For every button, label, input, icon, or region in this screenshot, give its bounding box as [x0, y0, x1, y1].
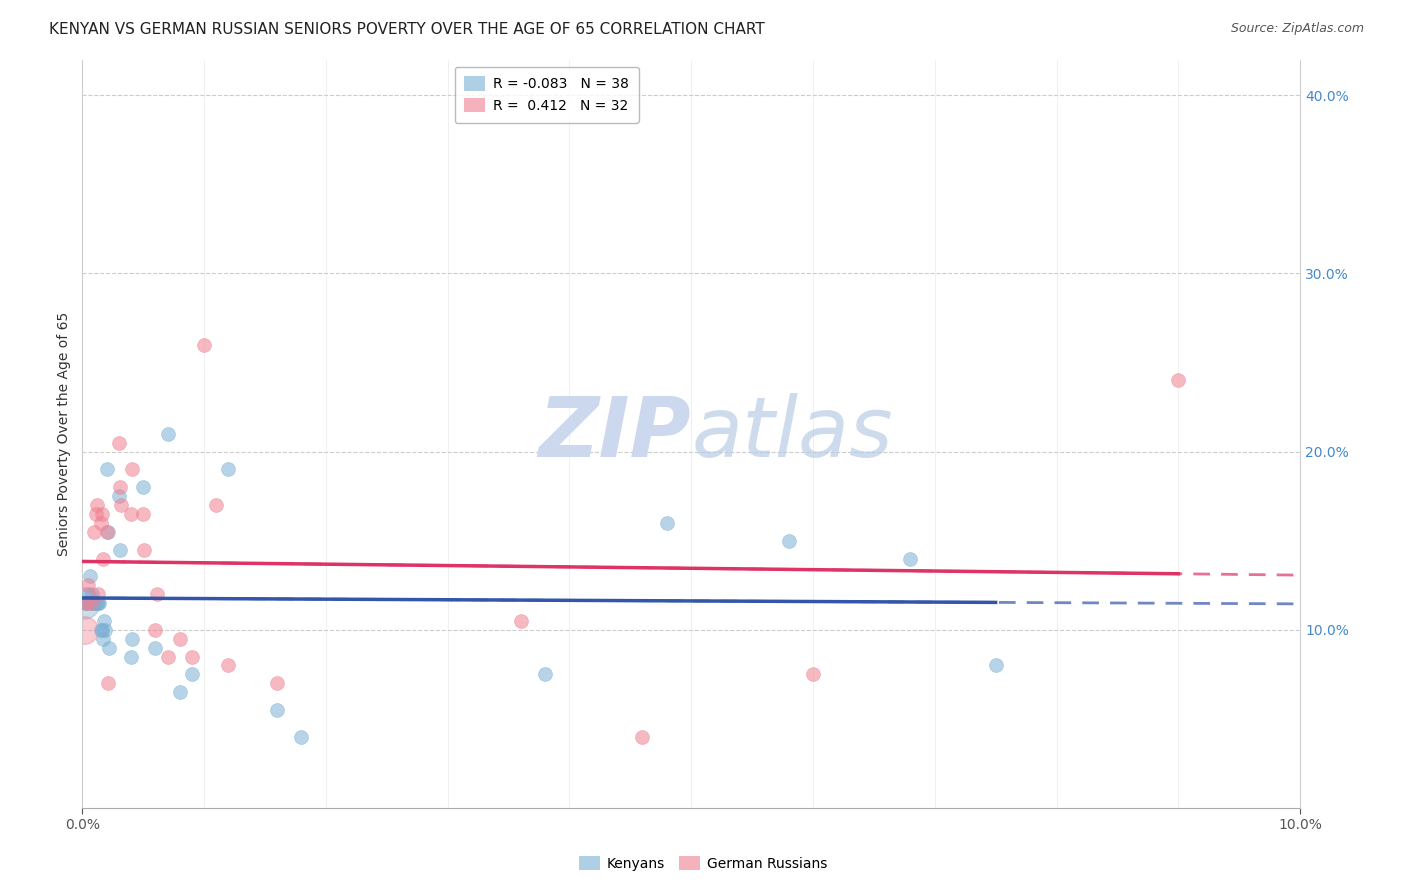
Point — [79, 569, 101, 583]
Point — [778, 533, 800, 548]
Point — [180, 649, 202, 664]
Point — [217, 462, 239, 476]
Point — [143, 623, 166, 637]
Point — [121, 462, 143, 476]
Point — [77, 587, 100, 601]
Point — [76, 596, 98, 610]
Text: Source: ZipAtlas.com: Source: ZipAtlas.com — [1230, 22, 1364, 36]
Point — [91, 551, 114, 566]
Point — [110, 498, 132, 512]
Point — [75, 596, 97, 610]
Point — [84, 507, 107, 521]
Point — [90, 507, 112, 521]
Point — [90, 623, 112, 637]
Point — [156, 426, 179, 441]
Point — [87, 596, 110, 610]
Point — [134, 542, 156, 557]
Point — [108, 435, 131, 450]
Point — [86, 498, 108, 512]
Point — [1167, 373, 1189, 387]
Point — [77, 578, 100, 592]
Point — [72, 623, 94, 637]
Point — [631, 730, 654, 744]
Point — [156, 649, 179, 664]
Point — [145, 587, 167, 601]
Point — [120, 649, 142, 664]
Point — [900, 551, 922, 566]
Point — [75, 596, 97, 610]
Point — [169, 632, 191, 646]
Point — [290, 730, 312, 744]
Point — [96, 524, 118, 539]
Point — [73, 596, 96, 610]
Point — [266, 703, 288, 717]
Point — [984, 658, 1007, 673]
Point — [97, 524, 120, 539]
Point — [108, 480, 131, 494]
Point — [534, 667, 557, 681]
Point — [217, 658, 239, 673]
Point — [86, 596, 108, 610]
Point — [97, 676, 120, 690]
Legend: R = -0.083   N = 38, R =  0.412   N = 32: R = -0.083 N = 38, R = 0.412 N = 32 — [454, 67, 640, 122]
Point — [80, 587, 103, 601]
Point — [180, 667, 202, 681]
Text: atlas: atlas — [692, 393, 893, 475]
Point — [509, 614, 531, 628]
Point — [266, 676, 288, 690]
Point — [132, 507, 155, 521]
Text: ZIP: ZIP — [538, 393, 692, 475]
Point — [80, 596, 103, 610]
Point — [72, 596, 94, 610]
Point — [93, 614, 115, 628]
Y-axis label: Seniors Poverty Over the Age of 65: Seniors Poverty Over the Age of 65 — [58, 311, 72, 556]
Point — [193, 337, 215, 351]
Point — [655, 516, 678, 530]
Point — [801, 667, 824, 681]
Point — [108, 489, 131, 503]
Point — [87, 587, 110, 601]
Point — [169, 685, 191, 699]
Point — [90, 623, 112, 637]
Point — [108, 542, 131, 557]
Point — [82, 596, 104, 610]
Text: KENYAN VS GERMAN RUSSIAN SENIORS POVERTY OVER THE AGE OF 65 CORRELATION CHART: KENYAN VS GERMAN RUSSIAN SENIORS POVERTY… — [49, 22, 765, 37]
Legend: Kenyans, German Russians: Kenyans, German Russians — [574, 850, 832, 876]
Point — [94, 623, 117, 637]
Point — [143, 640, 166, 655]
Point — [96, 462, 118, 476]
Point — [132, 480, 155, 494]
Point — [91, 632, 114, 646]
Point — [90, 516, 112, 530]
Point — [83, 596, 105, 610]
Point — [80, 596, 103, 610]
Point — [83, 524, 105, 539]
Point — [89, 596, 111, 610]
Point — [98, 640, 121, 655]
Point — [84, 596, 107, 610]
Point — [205, 498, 228, 512]
Point — [120, 507, 142, 521]
Point — [121, 632, 143, 646]
